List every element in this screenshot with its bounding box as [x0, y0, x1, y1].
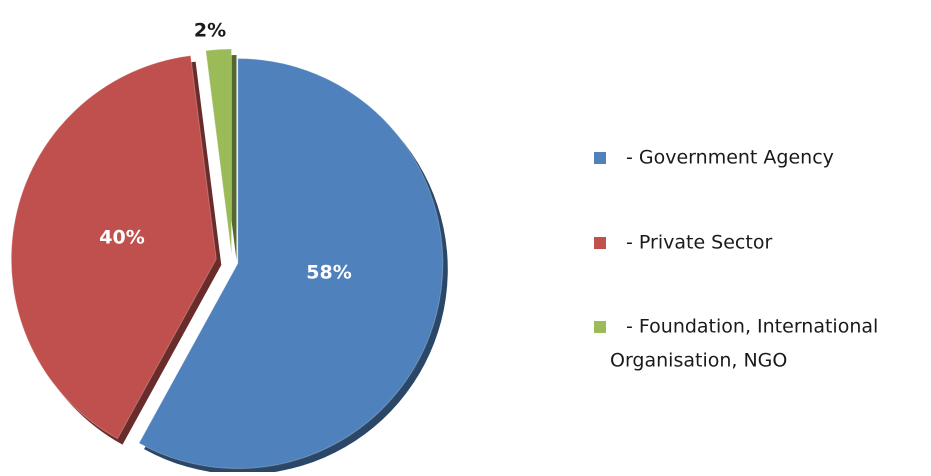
- slice-label-0: 58%: [306, 262, 351, 284]
- legend-swatch-2: [594, 321, 606, 333]
- pie-slice-2: [205, 48, 233, 255]
- legend-label-2-line-1: Organisation, NGO: [610, 350, 787, 372]
- legend-label-1: - Private Sector: [626, 232, 772, 254]
- slice-label-2: 2%: [194, 20, 226, 42]
- legend-label-0: - Government Agency: [626, 147, 834, 169]
- slice-labels: 58% 40% 2%: [99, 20, 351, 284]
- legend-swatch-1: [594, 237, 606, 249]
- chart-legend: - Government Agency - Private Sector - Fou…: [594, 147, 878, 372]
- slice-label-1: 40%: [99, 227, 144, 249]
- pie-slice-0: [138, 57, 444, 469]
- pie-slice-1: [10, 55, 217, 440]
- legend-label-2: - Foundation, International: [626, 316, 878, 338]
- pie-slices: [10, 48, 448, 475]
- legend-swatch-0: [594, 152, 606, 164]
